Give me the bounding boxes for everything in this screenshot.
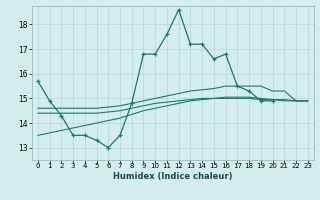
X-axis label: Humidex (Indice chaleur): Humidex (Indice chaleur) xyxy=(113,172,233,181)
